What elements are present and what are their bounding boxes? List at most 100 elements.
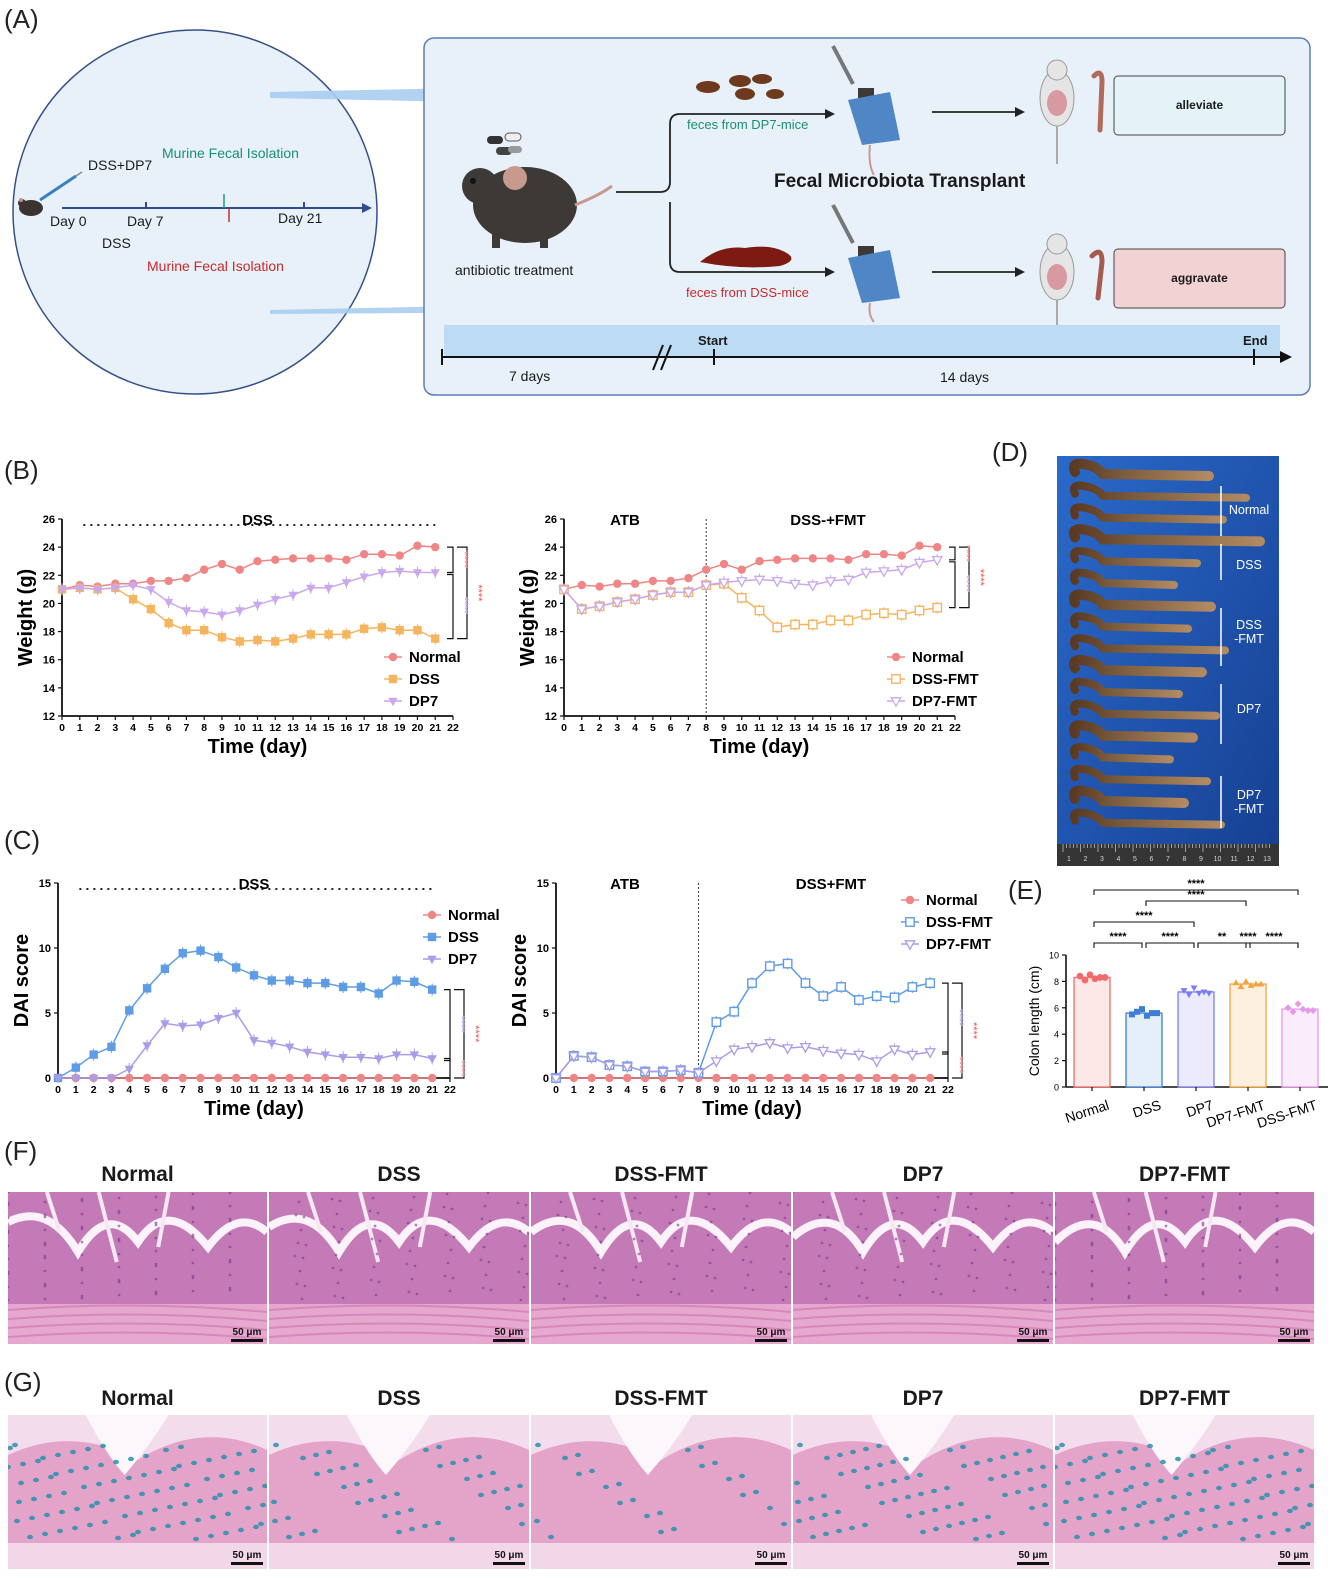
goblet-cell <box>464 1476 470 1482</box>
y-tick-label: 15 <box>39 878 51 890</box>
data-point <box>842 575 855 587</box>
goblet-cell <box>960 1444 966 1450</box>
label-day7: Day 7 <box>127 213 164 229</box>
data-point <box>1076 972 1084 980</box>
goblet-cell <box>849 1525 855 1531</box>
goblet-cell <box>864 1465 870 1471</box>
legend-label: Normal <box>912 649 964 666</box>
goblet-cell <box>1279 1489 1285 1495</box>
goblet-cell <box>1040 1464 1046 1470</box>
goblet-cell <box>808 1496 814 1502</box>
chart-weight-dss: 0 1 2 3 4 5 6 7 8 9 10 11 12 13 14 15 16 17 18 19 20 21 221214… <box>15 512 484 758</box>
data-point <box>835 1049 847 1060</box>
nucleus <box>597 1212 601 1216</box>
goblet-cell <box>55 1452 61 1458</box>
x-tick-label: 15 <box>825 722 837 734</box>
nucleus <box>968 1233 972 1237</box>
nucleus <box>932 1249 936 1253</box>
data-point <box>303 1073 312 1083</box>
data-point <box>146 576 156 586</box>
nucleus <box>713 1276 717 1280</box>
data-point <box>933 542 942 552</box>
scale-bar-label: 50 μm <box>494 1327 524 1338</box>
data-point <box>897 551 906 560</box>
nucleus <box>824 1297 828 1301</box>
goblet-cell <box>794 1480 800 1486</box>
fmt-box <box>423 37 1311 396</box>
data-point <box>1190 985 1198 992</box>
x-tick-label: 4 <box>126 1084 132 1096</box>
data-point <box>284 1043 295 1052</box>
nucleus <box>745 1204 749 1208</box>
goblet-cell <box>40 1455 46 1461</box>
goblet-cell <box>1063 1499 1069 1505</box>
goblet-cell <box>314 1471 320 1477</box>
comparison-bracket <box>1093 889 1299 895</box>
tissue-drawing <box>8 1192 267 1344</box>
tissue-drawing <box>793 1415 1053 1569</box>
gavage-bottom-icon <box>831 204 900 323</box>
goblet-cell <box>450 1460 456 1466</box>
nucleus <box>603 1296 607 1300</box>
nucleus <box>672 1277 676 1281</box>
nucleus <box>43 1200 47 1204</box>
nucleus <box>80 1227 84 1231</box>
nucleus <box>783 1216 787 1220</box>
nucleus <box>228 1204 232 1208</box>
sig-stars: **** <box>953 1009 965 1027</box>
data-point <box>896 609 907 620</box>
scale-bar: 50 μm <box>755 1327 787 1342</box>
goblet-cell <box>838 1471 844 1477</box>
goblet-cell <box>96 1481 102 1487</box>
nucleus <box>1201 1262 1205 1266</box>
nucleus <box>369 1278 373 1282</box>
he-stain-image <box>269 1192 529 1344</box>
goblet-cell <box>33 1477 39 1483</box>
data-point <box>323 584 334 594</box>
scale-bar-line <box>1017 1562 1049 1565</box>
data-point <box>160 1073 170 1083</box>
data-point <box>783 1073 792 1083</box>
data-point <box>871 991 882 1002</box>
nucleus <box>594 1225 598 1229</box>
goblet-cell <box>823 1531 829 1537</box>
nucleus <box>861 1240 865 1244</box>
nucleus <box>80 1225 84 1229</box>
goblet-cell <box>61 1490 67 1496</box>
goblet-cell <box>193 1536 199 1542</box>
data-point <box>1257 980 1265 987</box>
goblet-cell <box>1042 1502 1048 1508</box>
goblet-cell <box>891 1478 897 1484</box>
goblet-cell <box>115 1535 121 1541</box>
goblet-cell <box>945 1504 951 1510</box>
goblet-cell <box>1227 1520 1233 1526</box>
lumen <box>871 1415 955 1475</box>
goblet-cell <box>435 1520 441 1526</box>
x-tick-label: 8 <box>696 1084 702 1096</box>
data-point <box>728 1045 740 1056</box>
label-aggravate: aggravate <box>1171 271 1228 285</box>
nucleus <box>43 1297 47 1301</box>
muscle-fiber <box>8 1322 267 1331</box>
timeline-band <box>444 325 1280 357</box>
sig-bracket <box>942 982 949 1055</box>
data-point <box>569 1073 579 1083</box>
data-point <box>217 611 227 620</box>
goblet-cell <box>262 1483 267 1489</box>
he-stain-image <box>8 1192 267 1344</box>
goblet-cell <box>822 1512 828 1518</box>
nucleus <box>1275 1219 1279 1223</box>
nucleus <box>1055 1192 1057 1194</box>
goblet-cell <box>548 1534 554 1540</box>
nucleus <box>43 1213 47 1217</box>
goblet-cell <box>312 1528 318 1534</box>
scale-bar-line <box>755 1339 787 1342</box>
nucleus <box>778 1201 782 1205</box>
nucleus <box>1127 1253 1131 1257</box>
nucleus <box>821 1200 825 1204</box>
nucleus <box>330 1197 334 1201</box>
x-axis-title: Time (day) <box>710 736 810 758</box>
nucleus <box>1090 1256 1094 1260</box>
ruler-number: 3 <box>1100 856 1104 863</box>
nucleus <box>854 1197 858 1201</box>
